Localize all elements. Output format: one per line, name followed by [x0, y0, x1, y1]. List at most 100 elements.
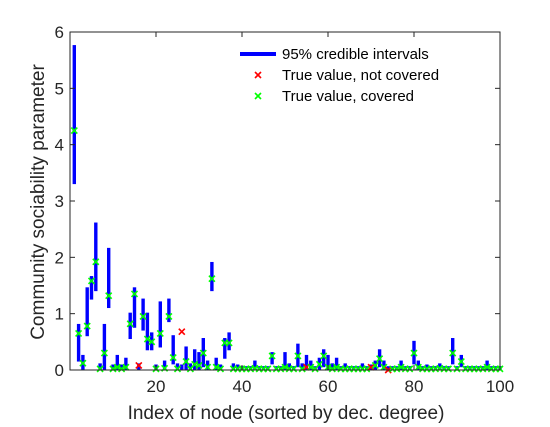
credible-interval-bar — [85, 287, 89, 337]
credible-interval-bar — [124, 357, 128, 370]
y-tick-label: 1 — [55, 305, 64, 324]
credible-interval-bar — [167, 298, 171, 323]
true-value-covered-marker — [92, 258, 100, 266]
true-value-covered-marker — [393, 365, 401, 373]
true-value-covered-marker — [70, 127, 78, 135]
credible-interval-bar — [451, 338, 455, 365]
credible-interval-bar — [197, 352, 201, 370]
credible-interval-bar — [343, 363, 347, 370]
true-value-covered-marker — [105, 292, 113, 300]
true-value-covered-marker — [380, 363, 388, 371]
credible-interval-bar — [322, 349, 326, 368]
credible-interval-bar — [188, 363, 193, 370]
credible-interval-bar — [326, 354, 330, 370]
true-value-covered-marker — [264, 365, 272, 373]
credible-interval-bar — [141, 298, 145, 331]
y-tick-label: 6 — [55, 23, 64, 42]
true-value-covered-marker — [281, 363, 289, 371]
credible-interval-bar — [119, 364, 124, 370]
true-value-not-covered-marker — [178, 328, 186, 336]
credible-interval-bar — [360, 363, 365, 370]
true-value-covered-marker — [109, 365, 117, 373]
credible-interval-bar — [330, 363, 334, 370]
y-tick-label: 4 — [55, 136, 64, 155]
true-value-covered-marker — [410, 349, 418, 357]
true-value-covered-marker — [315, 360, 323, 368]
true-value-covered-marker — [143, 335, 151, 343]
credible-intervals — [72, 45, 502, 370]
credible-interval-bar — [300, 363, 304, 370]
true-value-covered-marker — [277, 365, 285, 373]
true-value-not-covered-marker — [135, 361, 143, 370]
true-value-covered-marker — [156, 329, 164, 337]
true-value-covered-marker — [87, 277, 96, 285]
true-value-markers — [70, 127, 504, 374]
credible-interval-bar — [334, 357, 339, 370]
credible-interval-bar — [205, 360, 210, 370]
legend-item: True value, not covered — [254, 67, 439, 84]
credible-interval-bar — [309, 360, 313, 370]
legend-label: 95% credible intervals — [282, 46, 429, 63]
credible-interval-bar — [98, 363, 102, 370]
credible-interval-bar — [107, 247, 111, 309]
true-value-covered-marker — [457, 357, 465, 366]
y-tick-label: 3 — [55, 192, 64, 211]
true-value-covered-marker — [173, 365, 182, 373]
x-tick-label: 80 — [405, 377, 424, 396]
credible-interval-bar — [210, 261, 214, 292]
y-axis-label: Community sociability parameter — [28, 64, 49, 340]
legend-bar-swatch — [240, 52, 276, 56]
credible-interval-bar — [162, 360, 167, 370]
true-value-covered-marker — [216, 365, 225, 373]
true-value-covered-marker — [169, 354, 177, 362]
credible-interval-bar — [236, 364, 240, 370]
true-value-covered-marker — [165, 312, 173, 321]
true-value-covered-marker — [298, 365, 306, 373]
true-value-covered-marker — [414, 363, 422, 371]
legend-label: True value, not covered — [282, 67, 439, 84]
true-value-covered-marker — [397, 363, 405, 371]
credible-interval-bar — [132, 287, 137, 328]
x-tick-label: 40 — [233, 377, 252, 396]
true-value-covered-marker — [225, 339, 233, 347]
true-value-covered-marker — [208, 275, 216, 283]
true-value-covered-marker — [212, 363, 220, 371]
credible-interval-bar — [253, 360, 257, 370]
legend-item: 95% credible intervals — [240, 46, 429, 63]
x-axis-label: Index of node (sorted by dec. degree) — [128, 403, 445, 424]
credible-interval-bar — [304, 354, 309, 370]
true-value-covered-marker — [483, 363, 491, 371]
true-value-covered-marker — [118, 365, 126, 373]
true-value-not-covered-marker — [367, 363, 375, 371]
credible-interval-bar — [438, 363, 442, 370]
true-value-covered-marker — [307, 363, 315, 371]
credible-interval-bar — [382, 360, 386, 370]
credible-interval-bar — [171, 335, 175, 365]
true-value-covered-marker — [139, 312, 147, 321]
axes — [69, 31, 501, 371]
credible-interval-bar — [283, 352, 287, 370]
true-value-covered-marker — [100, 349, 108, 357]
credible-interval-bar — [223, 338, 227, 359]
true-value-covered-marker — [130, 290, 139, 298]
legend-x-swatch — [254, 92, 262, 100]
true-value-covered-marker — [363, 365, 371, 373]
legend-label: True value, covered — [282, 88, 414, 105]
credible-interval-bar — [184, 346, 188, 370]
y-tick-label: 0 — [55, 361, 64, 380]
credible-interval-bar — [485, 360, 489, 370]
true-value-covered-marker — [122, 363, 130, 371]
true-value-covered-marker — [182, 357, 190, 366]
credible-interval-bar — [399, 360, 403, 370]
legend-item: True value, covered — [254, 88, 414, 105]
true-value-covered-marker — [199, 349, 207, 357]
x-tick-label: 60 — [319, 377, 338, 396]
y-tick-label: 5 — [55, 79, 64, 98]
credible-interval-bar — [128, 312, 132, 340]
true-value-covered-marker — [113, 363, 121, 371]
credible-interval-bar — [145, 312, 150, 351]
x-tick-label: 20 — [147, 377, 166, 396]
credible-interval-bar — [158, 301, 162, 348]
credible-interval-bar — [111, 364, 115, 370]
true-value-covered-marker — [148, 338, 156, 346]
